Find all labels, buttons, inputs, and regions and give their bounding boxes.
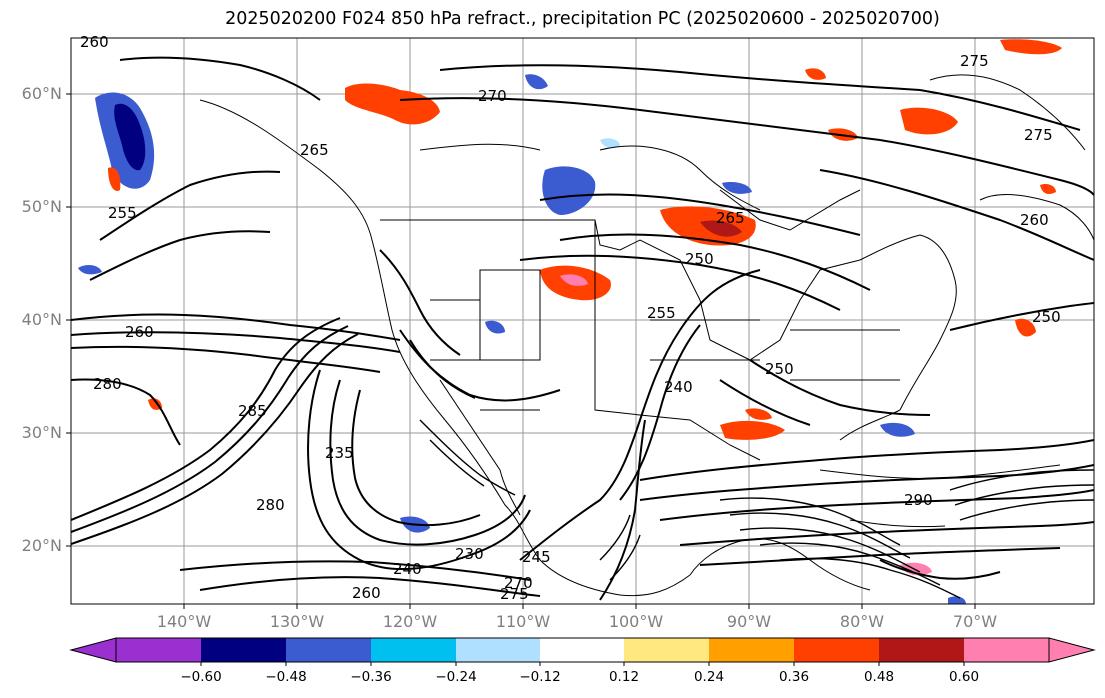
colorbar-tick-label: −0.48: [265, 669, 307, 685]
contour-label: 255: [108, 204, 137, 222]
contour-label: 260: [352, 584, 381, 602]
refractivity-contours: [71, 56, 1094, 601]
colorbar-swatch: [964, 638, 1049, 662]
axis-ticks: [66, 93, 976, 609]
contour-label-group: 260 270 265 255 250 275 280 285 235 230 …: [80, 33, 1061, 603]
lon-label-140w: 140°W: [156, 612, 212, 631]
contour-label: 280: [256, 496, 285, 514]
colorbar-tick-label: 0.12: [608, 669, 640, 685]
colorbar-tick-label: 0.36: [778, 669, 810, 685]
colorbar-swatch: [879, 638, 964, 662]
colorbar-tick-label: −0.60: [180, 669, 222, 685]
contour-label: 270: [478, 87, 507, 105]
colorbar-swatch: [624, 638, 709, 662]
contour-label: 290: [904, 491, 933, 509]
colorbar-swatch: [286, 638, 371, 662]
contour-label: 265: [716, 209, 745, 227]
colorbar-tick-label: −0.12: [519, 669, 561, 685]
map-frame: [70, 37, 1095, 605]
colorbar: [69, 637, 1096, 666]
colorbar-swatch: [371, 638, 456, 662]
colorbar-frame: [115, 637, 1050, 663]
colorbar-swatch: [709, 638, 794, 662]
contour-label: 260: [80, 33, 109, 51]
contour-label: 255: [647, 304, 676, 322]
contour-label: 245: [522, 548, 551, 566]
colorbar-swatch: [456, 638, 540, 662]
lon-label-70w: 70°W: [952, 612, 998, 631]
lat-label-40n: 40°N: [21, 310, 62, 329]
contour-label: 235: [325, 444, 354, 462]
graticule: [71, 38, 1094, 604]
colorbar-swatch: [540, 638, 624, 662]
lon-label-120w: 120°W: [382, 612, 438, 631]
contour-label: 260: [1020, 211, 1049, 229]
contour-label: 265: [300, 141, 329, 159]
contour-label: 275: [1024, 126, 1053, 144]
contour-label: 240: [393, 560, 422, 578]
lat-label-30n: 30°N: [21, 423, 62, 442]
contour-label: 280: [93, 375, 122, 393]
colorbar-tick-label: 0.24: [693, 669, 725, 685]
lon-label-100w: 100°W: [608, 612, 664, 631]
contour-label: 230: [455, 545, 484, 563]
colorbar-swatch: [116, 638, 201, 662]
colorbar-swatch: [201, 638, 286, 662]
contour-label: 270: [504, 574, 533, 592]
lon-label-110w: 110°W: [495, 612, 551, 631]
positive-precip-patches: [108, 39, 1062, 576]
contour-label: 275: [960, 52, 989, 70]
contour-label: 250: [1032, 308, 1061, 326]
dense-contour-cluster: [419, 419, 1094, 599]
colorbar-tick-label: −0.36: [350, 669, 392, 685]
lon-label-90w: 90°W: [726, 612, 772, 631]
colorbar-extend-high: [1048, 637, 1096, 663]
lat-label-60n: 60°N: [21, 84, 62, 103]
chart-title: 2025020200 F024 850 hPa refract., precip…: [225, 9, 940, 29]
contour-label: 250: [765, 360, 794, 378]
colorbar-swatch: [794, 638, 879, 662]
contour-label: 260: [125, 323, 154, 341]
coastlines-borders: [199, 74, 1094, 597]
colorbar-tick-label: 0.60: [948, 669, 980, 685]
contour-label: 275: [500, 585, 529, 603]
negative-precip-patches: [78, 74, 966, 604]
lon-label-130w: 130°W: [269, 612, 325, 631]
colorbar-tick-label: −0.24: [435, 669, 477, 685]
lat-label-50n: 50°N: [21, 197, 62, 216]
contour-label: 240: [664, 378, 693, 396]
contour-label: 285: [238, 402, 267, 420]
lon-label-80w: 80°W: [839, 612, 885, 631]
colorbar-extend-low: [69, 637, 117, 663]
contour-label: 250: [685, 250, 714, 268]
lat-label-20n: 20°N: [21, 536, 62, 555]
colorbar-tick-label: 0.48: [863, 669, 895, 685]
